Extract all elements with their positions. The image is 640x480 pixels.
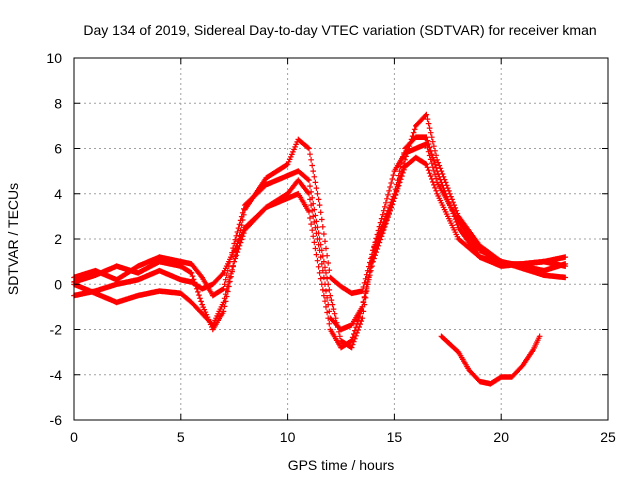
y-tick-label: 4 xyxy=(54,186,62,202)
series-markers xyxy=(71,111,569,333)
axis-ticks: 0 5 10 15 20 25 -6 -4 -2 0 2 4 6 8 10 xyxy=(46,50,616,445)
y-tick-label: -4 xyxy=(50,367,63,383)
y-tick-label: 8 xyxy=(54,95,62,111)
series-track-5 xyxy=(438,333,543,387)
y-tick-label: 6 xyxy=(54,141,62,157)
y-tick-label: -6 xyxy=(50,412,63,428)
chart-title: Day 134 of 2019, Sidereal Day-to-day VTE… xyxy=(83,22,596,38)
data-series xyxy=(71,111,569,387)
x-tick-label: 20 xyxy=(493,429,509,445)
gridlines xyxy=(74,58,608,420)
y-tick-label: -2 xyxy=(50,322,63,338)
x-tick-label: 5 xyxy=(177,429,185,445)
series-markers xyxy=(71,141,569,351)
y-tick-label: 0 xyxy=(54,276,62,292)
series-track-3 xyxy=(71,111,569,333)
x-axis-label: GPS time / hours xyxy=(288,457,395,473)
y-axis-label: SDTVAR / TECUs xyxy=(5,183,21,295)
x-tick-label: 15 xyxy=(387,429,403,445)
x-tick-label: 10 xyxy=(280,429,296,445)
series-track-2 xyxy=(71,141,569,351)
y-tick-label: 2 xyxy=(54,231,62,247)
series-markers xyxy=(438,333,543,387)
y-tick-label: 10 xyxy=(46,50,62,66)
x-tick-label: 25 xyxy=(600,429,616,445)
x-tick-label: 0 xyxy=(70,429,78,445)
